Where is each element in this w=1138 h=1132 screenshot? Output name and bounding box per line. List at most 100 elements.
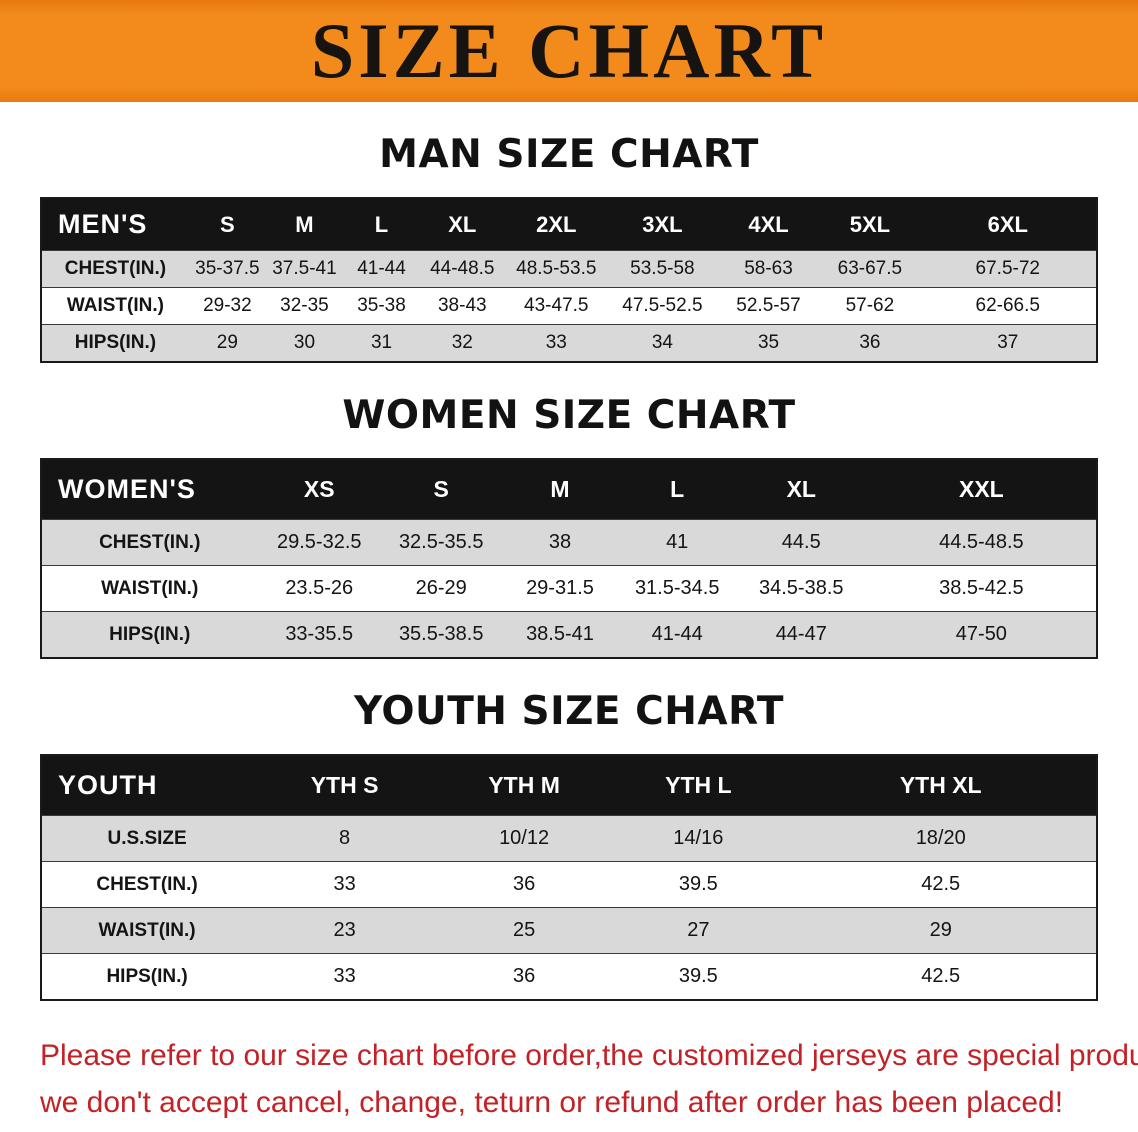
size-cell: 43-47.5 (504, 287, 609, 325)
size-cell: 58-63 (716, 250, 821, 288)
size-column-header: S (381, 459, 502, 520)
size-chart-banner: SIZE CHART (0, 0, 1138, 102)
size-cell: 42.5 (785, 861, 1097, 908)
table-row: WAIST(IN.) 23.5-26 26-29 29-31.5 31.5-34.5 34… (41, 565, 1097, 612)
size-cell: 38.5-42.5 (866, 565, 1097, 612)
size-cell: 37.5-41 (265, 250, 343, 288)
size-cell: 38-43 (420, 287, 505, 325)
size-cell: 35-38 (342, 287, 421, 325)
row-label: CHEST(IN.) (41, 250, 189, 288)
row-label: WAIST(IN.) (41, 287, 189, 325)
size-cell: 33-35.5 (257, 611, 382, 658)
footer-disclaimer: Please refer to our size chart before or… (40, 1033, 1138, 1126)
size-table-header-row: WOMEN'S XS S M L XL XXL (41, 459, 1097, 520)
size-cell: 32-35 (265, 287, 343, 325)
footer-disclaimer-line1: Please refer to our size chart before or… (40, 1039, 1138, 1072)
size-cell: 42.5 (785, 953, 1097, 1000)
size-column-header: 2XL (504, 198, 609, 251)
size-cell: 18/20 (785, 815, 1097, 862)
size-cell: 8 (252, 815, 437, 862)
size-cell: 38.5-41 (501, 611, 619, 658)
size-column-header: YTH S (252, 755, 437, 816)
row-label: CHEST(IN.) (41, 519, 258, 566)
size-cell: 47.5-52.5 (608, 287, 717, 325)
size-column-header: 5XL (820, 198, 920, 251)
size-cell: 35.5-38.5 (381, 611, 502, 658)
size-cell: 29 (188, 324, 266, 362)
size-cell: 47-50 (866, 611, 1097, 658)
size-cell: 23.5-26 (257, 565, 382, 612)
size-cell: 41 (618, 519, 736, 566)
size-cell: 25 (436, 907, 612, 954)
size-cell: 44.5 (735, 519, 867, 566)
size-column-header: XL (735, 459, 867, 520)
size-cell: 41-44 (618, 611, 736, 658)
size-cell: 57-62 (820, 287, 920, 325)
table-title-cell: WOMEN'S (41, 459, 258, 520)
size-column-header: YTH XL (785, 755, 1097, 816)
table-row: CHEST(IN.) 33 36 39.5 42.5 (41, 861, 1097, 908)
youth-section-heading: YOUTH SIZE CHART (354, 689, 784, 734)
size-cell: 67.5-72 (919, 250, 1097, 288)
row-label: WAIST(IN.) (41, 565, 258, 612)
size-cell: 14/16 (611, 815, 786, 862)
size-cell: 26-29 (381, 565, 502, 612)
size-cell: 36 (820, 324, 920, 362)
size-cell: 63-67.5 (820, 250, 920, 288)
size-cell: 48.5-53.5 (504, 250, 609, 288)
size-column-header: XXL (866, 459, 1097, 520)
size-cell: 53.5-58 (608, 250, 717, 288)
size-cell: 29-31.5 (501, 565, 619, 612)
youth-size-table: YOUTH YTH S YTH M YTH L YTH XL U.S.SIZE 8 10/12… (40, 754, 1098, 1001)
size-cell: 33 (252, 861, 437, 908)
size-column-header: L (618, 459, 736, 520)
size-cell: 36 (436, 953, 612, 1000)
size-cell: 34.5-38.5 (735, 565, 867, 612)
row-label: WAIST(IN.) (41, 907, 253, 954)
size-cell: 29-32 (188, 287, 266, 325)
size-cell: 44-48.5 (420, 250, 505, 288)
size-cell: 36 (436, 861, 612, 908)
size-cell: 37 (919, 324, 1097, 362)
size-column-header: YTH M (436, 755, 612, 816)
size-cell: 35 (716, 324, 821, 362)
size-column-header: S (188, 198, 266, 251)
table-row: CHEST(IN.) 35-37.5 37.5-41 41-44 44-48.5 48.5… (41, 250, 1097, 288)
size-column-header: 6XL (919, 198, 1097, 251)
size-column-header: XL (420, 198, 505, 251)
size-cell: 38 (501, 519, 619, 566)
table-row: HIPS(IN.) 33-35.5 35.5-38.5 38.5-41 41-44 44-… (41, 611, 1097, 658)
banner-title: SIZE CHART (310, 7, 828, 94)
size-column-header: M (501, 459, 619, 520)
row-label: CHEST(IN.) (41, 861, 253, 908)
size-cell: 39.5 (611, 953, 786, 1000)
table-title-cell: YOUTH (41, 755, 253, 816)
size-cell: 31 (342, 324, 421, 362)
size-cell: 41-44 (342, 250, 421, 288)
men-section-heading: MAN SIZE CHART (379, 132, 759, 177)
size-cell: 33 (504, 324, 609, 362)
size-cell: 32.5-35.5 (381, 519, 502, 566)
footer-disclaimer-line2: we don't accept cancel, change, teturn o… (40, 1085, 1064, 1119)
women-size-chart-section: WOMEN SIZE CHART WOMEN'S XS S M L XL XXL CHEST(… (0, 393, 1138, 659)
row-label: HIPS(IN.) (41, 611, 258, 658)
women-size-table: WOMEN'S XS S M L XL XXL CHEST(IN.) 29.5-32.5 32.5… (40, 458, 1098, 659)
size-cell: 31.5-34.5 (618, 565, 736, 612)
table-row: WAIST(IN.) 29-32 32-35 35-38 38-43 43-47.5 47.… (41, 287, 1097, 325)
men-size-table: MEN'S S M L XL 2XL 3XL 4XL 5XL 6XL CHEST(IN.) 35-37… (40, 197, 1098, 363)
size-cell: 29 (785, 907, 1097, 954)
table-title-cell: MEN'S (41, 198, 189, 251)
table-row: U.S.SIZE 8 10/12 14/16 18/20 (41, 815, 1097, 862)
size-cell: 39.5 (611, 861, 786, 908)
size-cell: 62-66.5 (919, 287, 1097, 325)
size-cell: 35-37.5 (188, 250, 266, 288)
youth-size-chart-section: YOUTH SIZE CHART YOUTH YTH S YTH M YTH L YTH… (0, 689, 1138, 1001)
size-cell: 29.5-32.5 (257, 519, 382, 566)
size-cell: 10/12 (436, 815, 612, 862)
table-row: HIPS(IN.) 33 36 39.5 42.5 (41, 953, 1097, 1000)
row-label: U.S.SIZE (41, 815, 253, 862)
table-row: CHEST(IN.) 29.5-32.5 32.5-35.5 38 41 44.5 44.5… (41, 519, 1097, 566)
row-label: HIPS(IN.) (41, 953, 253, 1000)
size-column-header: 3XL (608, 198, 717, 251)
size-column-header: XS (257, 459, 382, 520)
